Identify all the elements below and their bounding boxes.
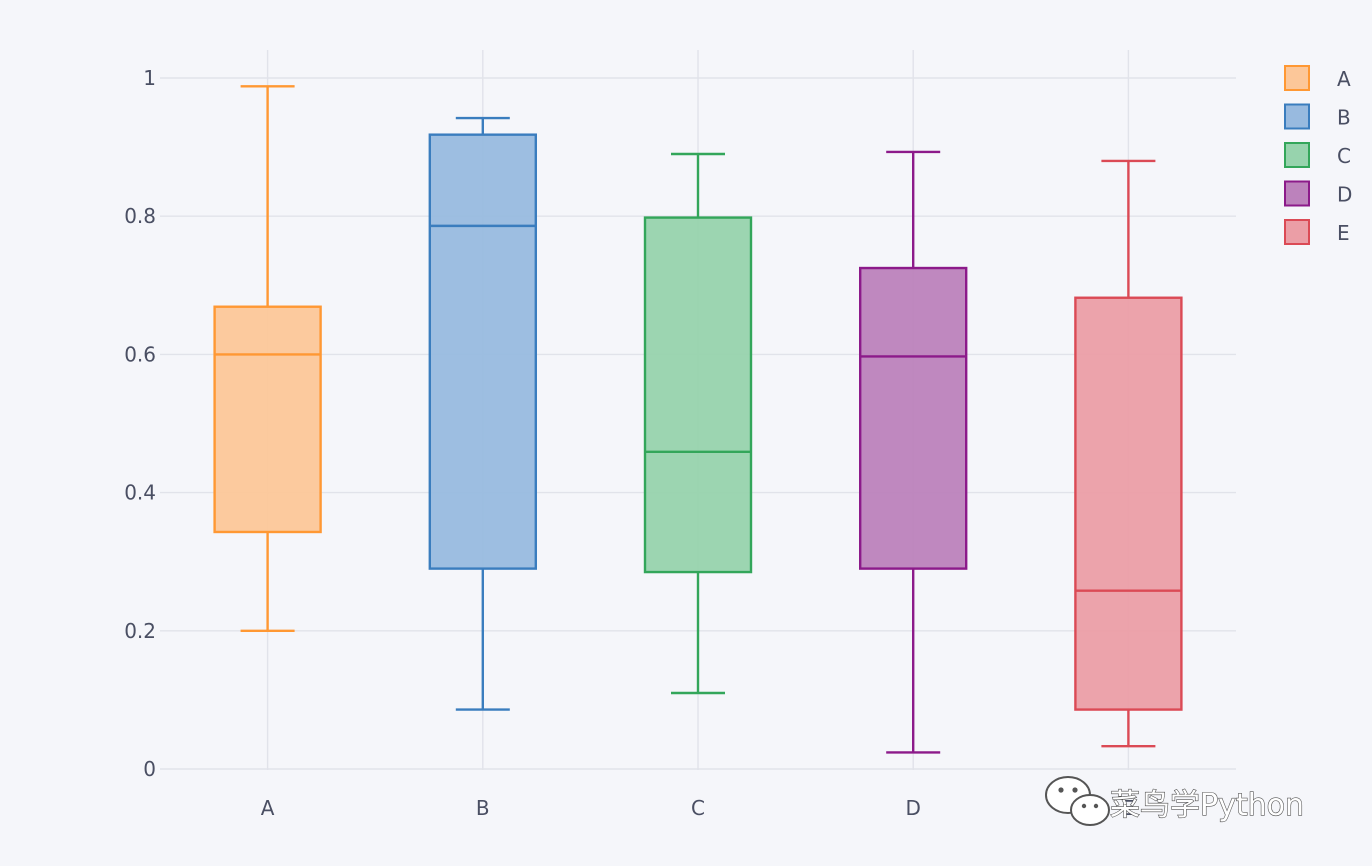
y-tick-label: 1 bbox=[143, 66, 156, 90]
legend-swatch bbox=[1284, 219, 1310, 245]
box-e[interactable] bbox=[1074, 159, 1183, 748]
y-tick-label: 0.6 bbox=[124, 342, 156, 366]
legend-swatch bbox=[1284, 103, 1310, 130]
iqr-box bbox=[1074, 296, 1183, 711]
legend-item-a[interactable]: A bbox=[1284, 65, 1351, 91]
watermark: 菜鸟学Python bbox=[1045, 776, 1305, 826]
x-tick-label: E bbox=[1122, 796, 1135, 820]
box-b[interactable] bbox=[428, 116, 537, 711]
iqr-box bbox=[859, 266, 968, 570]
legend-swatch bbox=[1284, 65, 1310, 91]
legend-item-b[interactable]: B bbox=[1284, 103, 1351, 130]
x-tick-label: A bbox=[261, 796, 275, 820]
axis-layer: 0 0.2 0.4 0.6 0.8 1 A B C D E bbox=[124, 66, 1135, 820]
box-a[interactable] bbox=[213, 85, 322, 632]
y-tick-label: 0.2 bbox=[124, 619, 156, 643]
legend-label: E bbox=[1337, 221, 1350, 245]
y-tick-label: 0.8 bbox=[124, 204, 156, 228]
legend-swatch bbox=[1284, 180, 1310, 207]
legend-label: A bbox=[1337, 67, 1351, 91]
y-tick-label: 0 bbox=[143, 757, 156, 781]
wechat-icon bbox=[1045, 776, 1110, 826]
iqr-box bbox=[213, 305, 322, 534]
y-tick-label: 0.4 bbox=[124, 481, 156, 505]
legend-label: B bbox=[1337, 106, 1351, 130]
iqr-box bbox=[643, 216, 753, 574]
legend-item-d[interactable]: D bbox=[1284, 180, 1352, 207]
box-d[interactable] bbox=[859, 150, 968, 754]
legend-item-e[interactable]: E bbox=[1284, 219, 1350, 245]
legend-swatch bbox=[1284, 142, 1310, 168]
box-c[interactable] bbox=[643, 152, 753, 695]
watermark-text: 菜鸟学Python bbox=[1110, 788, 1304, 823]
legend-item-c[interactable]: C bbox=[1284, 142, 1351, 168]
x-tick-label: B bbox=[476, 796, 490, 820]
legend-label: C bbox=[1337, 144, 1351, 168]
x-tick-label: D bbox=[905, 796, 920, 820]
legend-label: D bbox=[1337, 183, 1352, 207]
iqr-box bbox=[428, 133, 537, 570]
box-layer bbox=[213, 85, 1183, 754]
x-tick-label: C bbox=[691, 796, 705, 820]
